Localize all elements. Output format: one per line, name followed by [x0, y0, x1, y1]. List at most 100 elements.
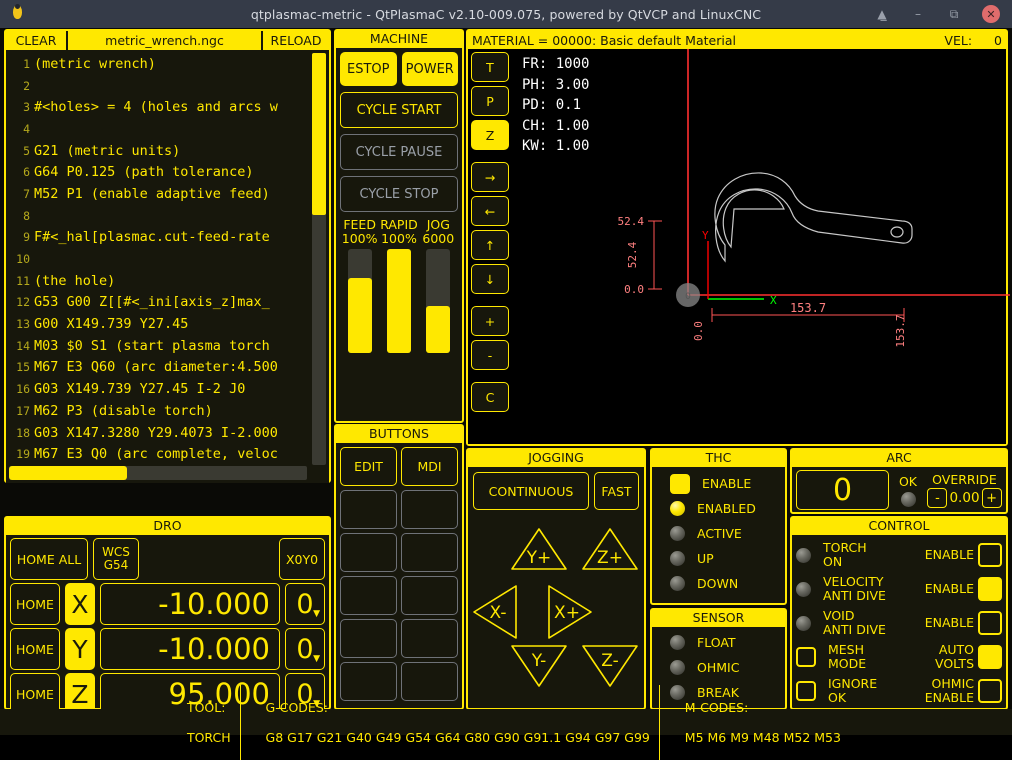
vel-value: 0	[994, 32, 1002, 48]
control-velocity-enable-checkbox[interactable]	[978, 577, 1002, 601]
slider-track[interactable]	[386, 249, 411, 353]
axis-value[interactable]: -10.000	[100, 628, 280, 670]
jog-y-plus-button[interactable]: Y+	[509, 526, 569, 572]
window-titlebar: qtplasmac-metric - QtPlasmaC v2.10-009.0…	[0, 0, 1012, 28]
gcode-text-area[interactable]: 1 (metric wrench) 2 3 #<holes> = 4 (holes an…	[6, 50, 329, 483]
gcode-line: 6 G64 P0.125 (path tolerance)	[6, 161, 329, 183]
toolpath-plot: 52.4 0.0 52.4 153.7 0.0 153.7 0	[618, 49, 1010, 348]
user-button-edit[interactable]: EDIT	[340, 447, 397, 486]
zoom-out-button[interactable]: -	[471, 340, 509, 370]
gcode-vertical-scrollbar[interactable]	[312, 53, 326, 465]
reload-button[interactable]: RELOAD	[270, 33, 322, 48]
thc-row-label: ENABLE	[702, 476, 752, 491]
control-void-enable-checkbox[interactable]	[978, 611, 1002, 635]
jog-z-plus-button[interactable]: Z+	[580, 526, 640, 572]
view-button-gap	[471, 154, 512, 162]
control-row-label: VOID ANTI DIVE	[823, 608, 886, 637]
view-button-z[interactable]: Z	[471, 120, 509, 150]
arc-override-plus-button[interactable]: +	[981, 488, 1002, 508]
eject-icon[interactable]: ▲̲	[877, 7, 887, 21]
minimize-icon[interactable]: –	[915, 7, 921, 21]
control-mesh-checkbox[interactable]	[796, 647, 816, 667]
user-button-empty[interactable]	[340, 490, 397, 529]
control-row-left: VOID ANTI DIVE	[796, 609, 925, 637]
home-axis-button[interactable]: HOME	[10, 583, 60, 625]
home-axis-button[interactable]: HOME	[10, 673, 60, 715]
x0y0-button[interactable]: X0Y0	[279, 538, 325, 580]
control-ignore-enable-checkbox[interactable]	[978, 679, 1002, 703]
user-button-empty[interactable]	[401, 490, 458, 529]
control-ignore-checkbox[interactable]	[796, 681, 816, 701]
control-torch-enable-checkbox[interactable]	[978, 543, 1002, 567]
control-row: MESH MODE AUTO VOLTS	[796, 640, 1002, 674]
control-row-enable-label: AUTO VOLTS	[935, 642, 974, 671]
gcode-line-number: 6	[23, 165, 30, 180]
estop-button[interactable]: ESTOP	[340, 52, 397, 86]
user-button-empty[interactable]	[401, 533, 458, 572]
user-button-empty[interactable]	[340, 619, 397, 658]
arc-override-minus-button[interactable]: -	[927, 488, 948, 508]
control-row-enable-label: ENABLE	[924, 547, 974, 562]
thc-enable-checkbox[interactable]	[670, 473, 690, 494]
thc-row: ENABLE	[652, 471, 785, 496]
home-axis-button[interactable]: HOME	[10, 628, 60, 670]
jog-z-minus-button[interactable]: Z-	[580, 643, 640, 689]
gcode-line: 11 (the hole)	[6, 270, 329, 292]
pan-left-icon[interactable]: ←	[471, 196, 509, 226]
slider-wrap	[379, 249, 418, 353]
pan-up-icon[interactable]: ↑	[471, 230, 509, 260]
axis-label-button[interactable]: Y	[65, 628, 95, 670]
cycle-start-button[interactable]: CYCLE START	[340, 92, 458, 128]
restore-icon[interactable]: ⧉	[949, 6, 959, 21]
cycle-pause-button[interactable]: CYCLE PAUSE	[340, 134, 458, 170]
gcode-vertical-scroll-thumb[interactable]	[312, 53, 326, 215]
axis-label-button[interactable]: X	[65, 583, 95, 625]
preview-canvas[interactable]: FR: 1000 PH: 3.00 PD: 0.1 CH: 1.00 KW: 1…	[512, 49, 1010, 444]
user-button-empty[interactable]	[340, 533, 397, 572]
control-mesh-enable-checkbox[interactable]	[978, 645, 1002, 669]
jog-x-minus-button[interactable]: X-	[471, 583, 519, 641]
axis-value[interactable]: 95.000	[100, 673, 280, 715]
zoom-in-button[interactable]: +	[471, 306, 509, 336]
view-button-t[interactable]: T	[471, 52, 509, 82]
axis-label-button[interactable]: Z	[65, 673, 95, 715]
gcode-line: 3 #<holes> = 4 (holes and arcs w	[6, 96, 329, 118]
user-button-empty[interactable]	[401, 662, 458, 701]
axis-zero-button[interactable]: 0 ▼	[285, 628, 325, 670]
home-all-button[interactable]: HOME ALL	[10, 538, 88, 580]
wcs-button[interactable]: WCS G54	[93, 538, 139, 580]
gcode-line-text: (metric wrench)	[34, 55, 156, 72]
jog-y-minus-button[interactable]: Y-	[509, 643, 569, 689]
jog-mode-button[interactable]: CONTINUOUS	[473, 472, 589, 510]
pan-right-icon[interactable]: →	[471, 162, 509, 192]
gcode-filename: metric_wrench.ngc	[68, 31, 263, 50]
preview-panel: MATERIAL = 00000: Basic default Material…	[466, 29, 1010, 446]
close-icon[interactable]: ✕	[982, 5, 1000, 23]
slider-track[interactable]	[426, 249, 451, 353]
clear-button[interactable]: CLEAR	[6, 31, 68, 50]
cycle-stop-button[interactable]: CYCLE STOP	[340, 176, 458, 212]
jog-speed-button[interactable]: FAST	[594, 472, 639, 510]
control-row: IGNORE OK OHMIC ENABLE	[796, 674, 1002, 708]
user-button-empty[interactable]	[401, 576, 458, 615]
arc-voltage-display: 0	[796, 470, 889, 510]
control-rows: TORCH ON ENABLE VELOCITY ANTI DIVE ENABLE VOID…	[792, 535, 1006, 708]
view-button-p[interactable]: P	[471, 86, 509, 116]
axis-zero-label: 0	[296, 588, 314, 620]
gcode-line: 13 G00 X149.739 Y27.45	[6, 313, 329, 335]
jog-x-plus-button[interactable]: X+	[546, 583, 594, 641]
user-button-empty[interactable]	[340, 576, 397, 615]
axis-zero-button[interactable]: 0 ▼	[285, 583, 325, 625]
axis-zero-button[interactable]: 0 ▼	[285, 673, 325, 715]
user-button-empty[interactable]	[340, 662, 397, 701]
pan-down-icon[interactable]: ↓	[471, 264, 509, 294]
slider-track[interactable]	[347, 249, 372, 353]
clear-view-button[interactable]: C	[471, 382, 509, 412]
gcode-line: 2	[6, 75, 329, 97]
axis-value[interactable]: -10.000	[100, 583, 280, 625]
user-button-empty[interactable]	[401, 619, 458, 658]
user-button-mdi[interactable]: MDI	[401, 447, 458, 486]
gcode-horizontal-scroll-thumb[interactable]	[9, 466, 127, 480]
gcode-horizontal-scrollbar[interactable]	[9, 466, 307, 480]
power-button[interactable]: POWER	[401, 52, 458, 86]
